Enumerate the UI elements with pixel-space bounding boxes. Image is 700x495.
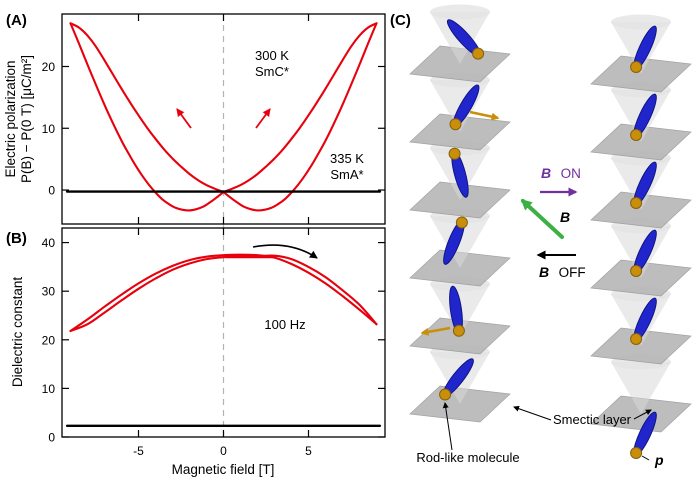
x-tick-label: 5	[305, 444, 312, 458]
b-symbol: B	[539, 264, 549, 280]
magnetic-field-arrow	[520, 198, 564, 239]
dipole-head	[630, 61, 643, 73]
annotation-300k: 300 K	[255, 48, 289, 63]
panel-a-ylabel-line1: Electric polarization	[3, 60, 18, 177]
dipole-head	[455, 216, 468, 229]
y-tick-label: 20	[42, 333, 56, 347]
dipole-arrow	[420, 326, 451, 336]
x-tick-label: -5	[133, 444, 144, 458]
sweep-direction-arrow-left	[176, 108, 192, 129]
panel-b-ylabel: Dielectric constant	[10, 277, 25, 388]
rod-like-molecule-label: Rod-like molecule	[416, 450, 519, 465]
y-tick-label: 30	[42, 285, 56, 299]
magnetic-field-symbol: B	[560, 209, 570, 225]
panel-b-series	[65, 253, 382, 427]
cone-rim	[430, 4, 490, 20]
x-axis-label: Magnetic field [T]	[172, 462, 275, 477]
annotation-100hz: 100 Hz	[264, 317, 305, 332]
rod-like-molecule-pointer	[442, 402, 453, 451]
on-word: ON	[561, 166, 581, 181]
sweep-direction-arrow-right	[255, 108, 271, 129]
dipole-head	[472, 47, 485, 60]
y-tick-label: 0	[48, 184, 55, 198]
series-2	[69, 22, 225, 212]
series-3	[69, 22, 225, 193]
annotation-smastar: SmA*	[330, 167, 363, 182]
dipole-arrow	[469, 110, 500, 121]
panel-b-label: (B)	[6, 230, 27, 247]
dipole-head	[630, 265, 643, 277]
dipole-head	[449, 118, 462, 131]
y-tick-label: 10	[42, 382, 56, 396]
y-tick-label: 10	[42, 122, 56, 136]
b-off-label: B OFF	[539, 264, 586, 281]
smectic-layer-pointer-right	[633, 409, 652, 420]
annotation-335k: 335 K	[330, 151, 364, 166]
y-tick-label: 20	[42, 60, 56, 74]
panel-a-series	[65, 22, 382, 212]
panel-b-axes: 0 10 20 30 40 -5 0 5	[42, 228, 385, 458]
dipole-p-pointer	[641, 455, 650, 461]
series-1	[69, 254, 378, 333]
x-tick-label: 0	[220, 444, 227, 458]
series-2	[225, 255, 277, 259]
panel-a-axes: 0 10 20	[42, 14, 385, 224]
dipole-head	[448, 147, 461, 160]
dipole-head	[630, 129, 643, 141]
panel-a-ylabel-line2: P(B) − P(0 T) [μC/m²]	[19, 55, 34, 183]
dipole-head	[630, 333, 643, 345]
dipole-p-label: p	[654, 452, 664, 468]
y-tick-label: 0	[48, 431, 55, 445]
smectic-layer-pointer-left	[513, 405, 552, 421]
off-word: OFF	[559, 265, 586, 280]
smectic-stack-helical	[409, 4, 511, 423]
sweep-direction-curved-arrow	[252, 244, 318, 259]
series-1	[222, 22, 378, 193]
dipole-head	[439, 388, 452, 401]
cone-rim	[611, 14, 671, 30]
smectic-layer-label: Smectic layer	[553, 412, 632, 427]
panel-c-label: (C)	[390, 12, 411, 29]
series-0	[222, 22, 378, 212]
series-0	[69, 253, 378, 333]
precession-cone	[611, 362, 671, 414]
panel-a-label: (A)	[6, 12, 27, 29]
dipole-head	[630, 447, 643, 459]
b-on-label: B ON	[541, 165, 581, 182]
annotation-smcstar: SmC*	[255, 64, 289, 79]
dipole-head	[630, 197, 643, 209]
b-symbol: B	[541, 165, 551, 181]
y-tick-label: 40	[42, 236, 56, 250]
dipole-head	[452, 324, 465, 337]
smectic-stack-aligned	[590, 14, 692, 459]
